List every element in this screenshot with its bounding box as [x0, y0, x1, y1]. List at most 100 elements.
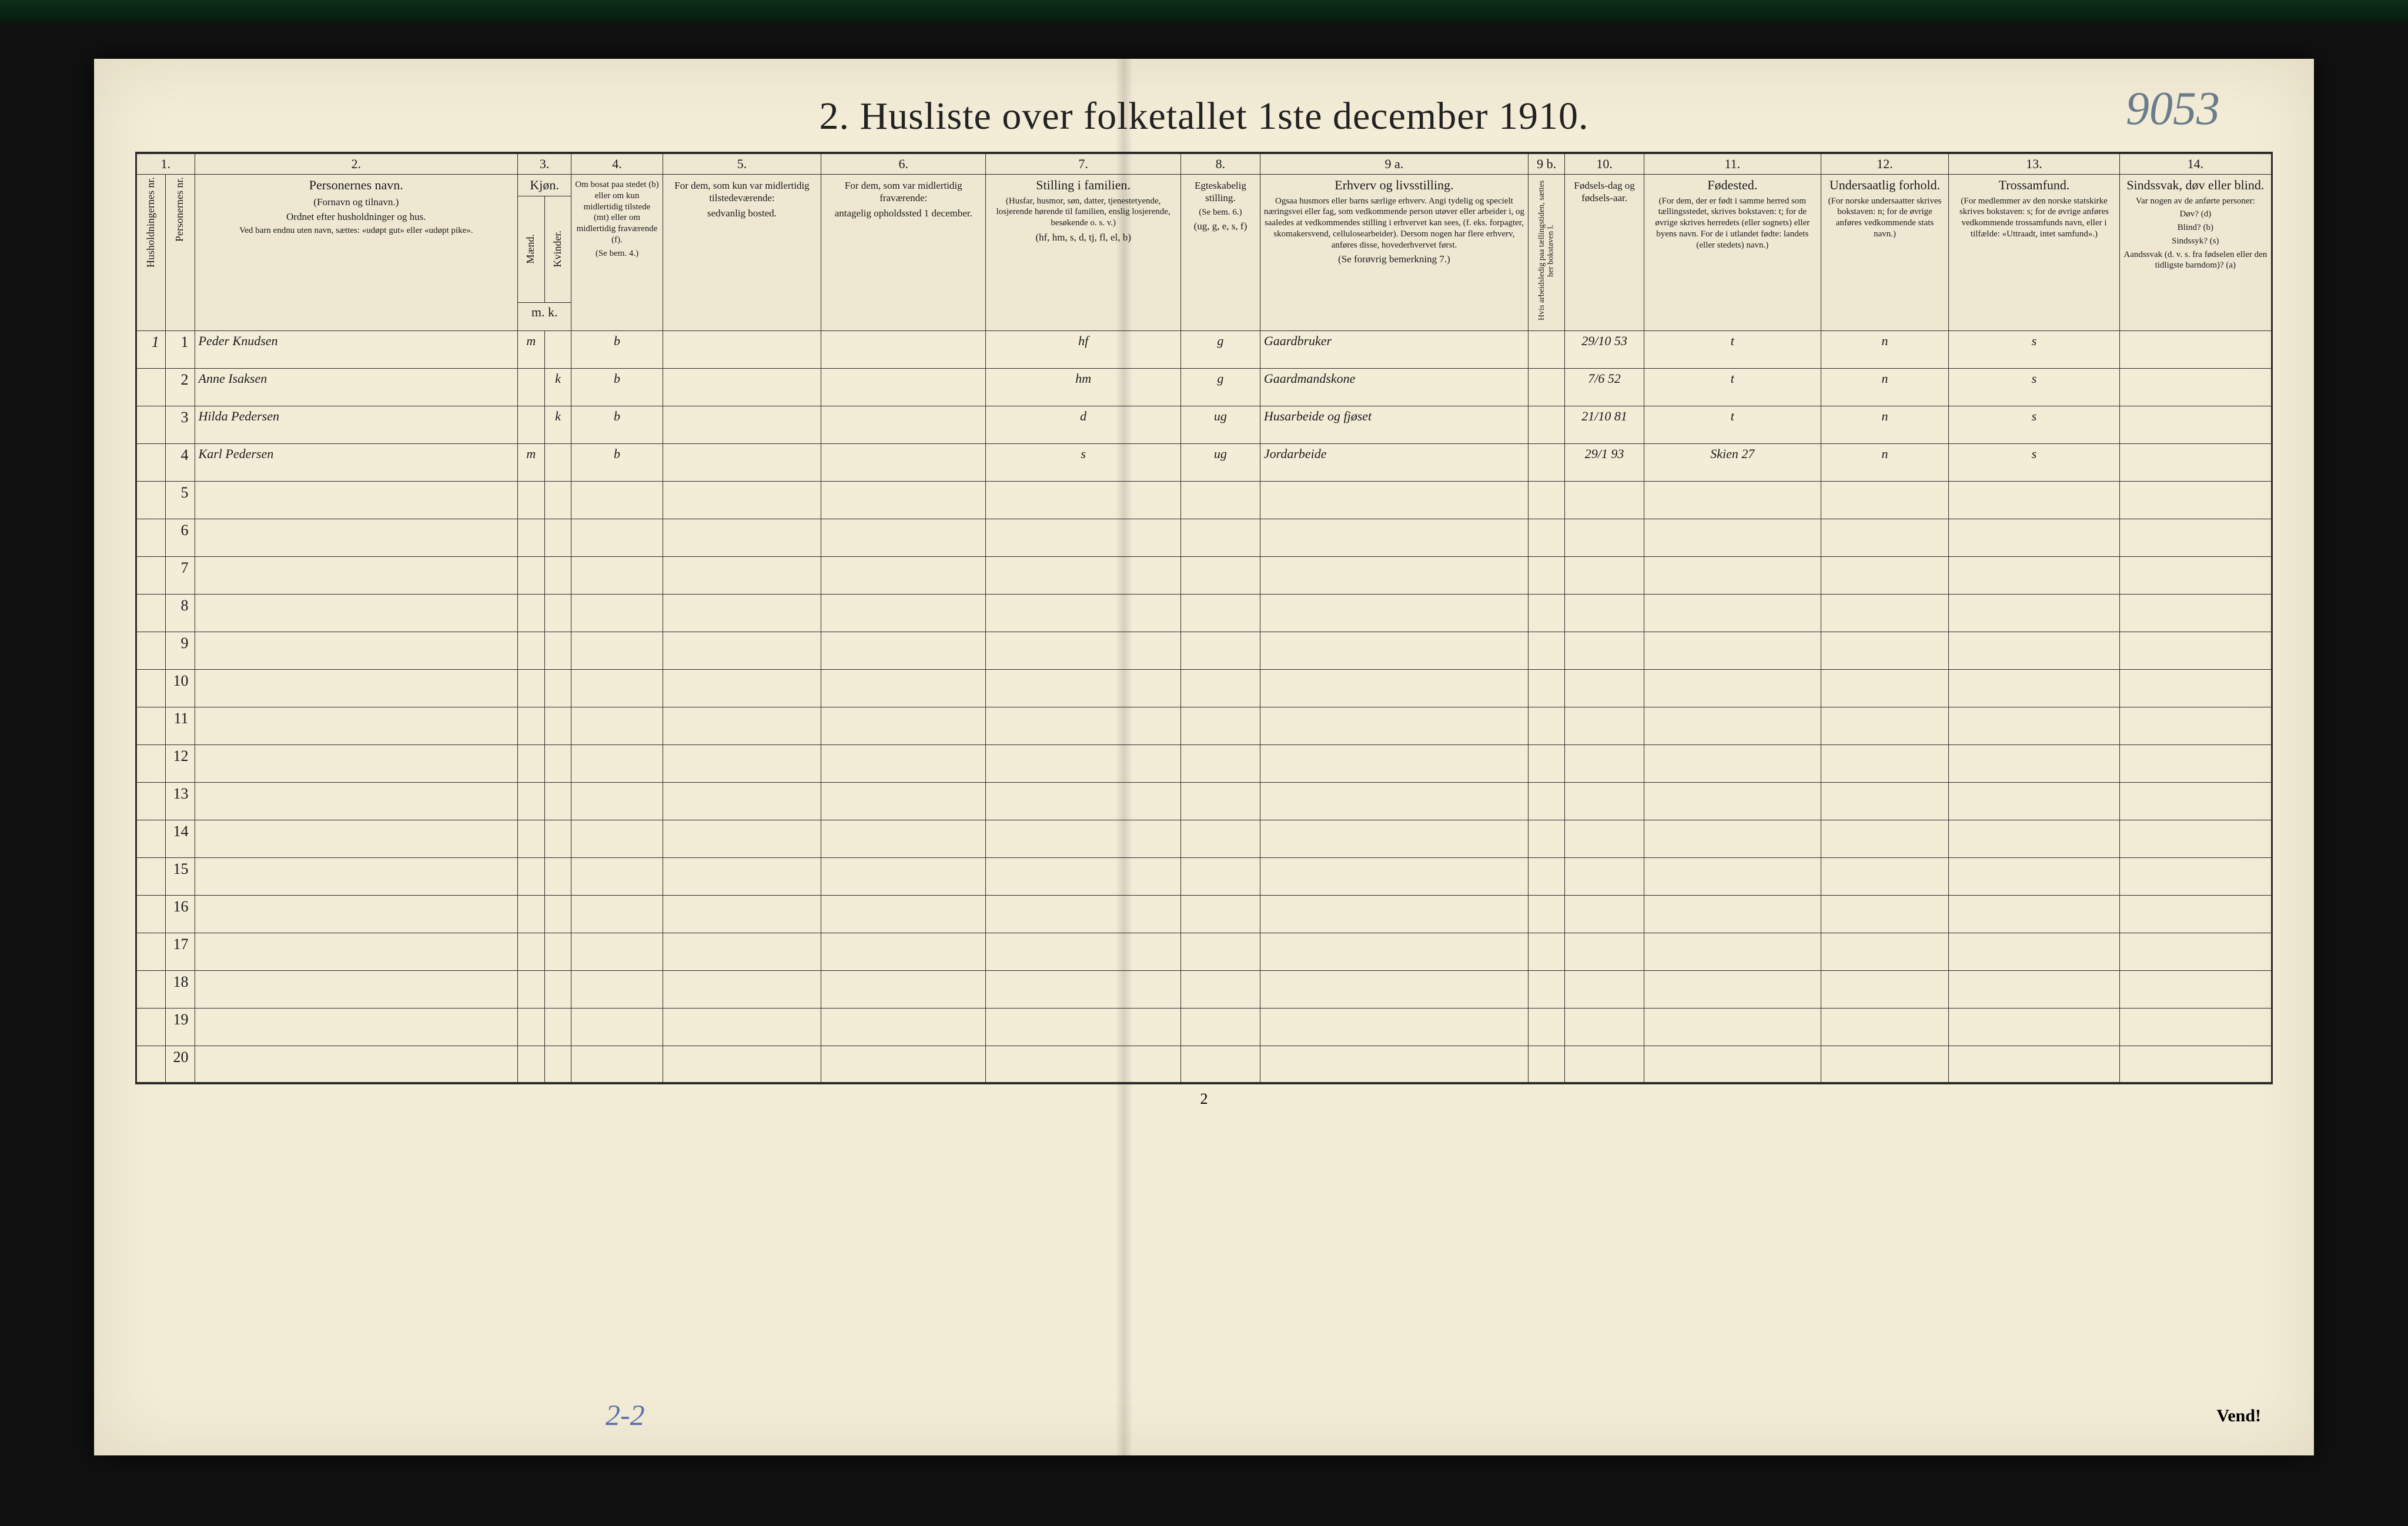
table-cell: [1949, 744, 2119, 782]
hdr-sex-k: Kvinder.: [552, 231, 564, 268]
table-cell: [1644, 632, 1821, 669]
table-row: 13: [136, 782, 2272, 820]
table-cell: [1821, 594, 1949, 632]
table-cell: [821, 519, 986, 556]
table-cell: [986, 933, 1181, 970]
table-cell: [1565, 895, 1644, 933]
table-cell: [195, 481, 518, 519]
table-cell: [518, 1008, 545, 1046]
table-cell: [986, 744, 1181, 782]
table-cell: [544, 820, 571, 857]
table-cell: [571, 857, 663, 895]
hdr-5-l1: sedvanlig bosted.: [667, 207, 818, 219]
hdr-11: Fødested. (For dem, der er født i samme …: [1644, 175, 1821, 331]
table-cell: [986, 669, 1181, 707]
table-cell: [986, 481, 1181, 519]
table-cell: [1181, 1008, 1260, 1046]
table-cell: [1181, 594, 1260, 632]
hdr-8-l1: (Se bem. 6.): [1185, 207, 1256, 218]
table-row: 9: [136, 632, 2272, 669]
hdr-7-l0: Stilling i familien.: [1036, 178, 1131, 192]
table-cell: [1949, 594, 2119, 632]
table-cell: 8: [165, 594, 195, 632]
table-cell: [1260, 744, 1528, 782]
table-cell: [518, 1046, 545, 1083]
table-row: 11: [136, 707, 2272, 744]
table-row: 20: [136, 1046, 2272, 1083]
table-cell: [1949, 933, 2119, 970]
table-cell: Karl Pedersen: [195, 443, 518, 481]
table-cell: [518, 744, 545, 782]
table-cell: s: [1949, 406, 2119, 443]
table-cell: [544, 895, 571, 933]
table-cell: [571, 782, 663, 820]
table-cell: [2119, 1008, 2272, 1046]
hdr-9a: Erhverv og livsstilling. Ogsaa husmors e…: [1260, 175, 1528, 331]
table-cell: [518, 556, 545, 594]
table-cell: [1529, 1008, 1565, 1046]
table-cell: [195, 782, 518, 820]
table-cell: [1529, 556, 1565, 594]
hdr-14-l0: Sindssvak, døv eller blind.: [2126, 178, 2264, 192]
table-row: 15: [136, 857, 2272, 895]
table-cell: [544, 707, 571, 744]
table-cell: [2119, 556, 2272, 594]
colnum-8: 8.: [1181, 153, 1260, 175]
table-cell: [1949, 970, 2119, 1008]
table-cell: [1821, 556, 1949, 594]
table-cell: [1529, 782, 1565, 820]
table-cell: [1565, 707, 1644, 744]
table-cell: [195, 1008, 518, 1046]
table-cell: [1529, 406, 1565, 443]
hdr-12-l1: (For norske undersaatter skrives bokstav…: [1825, 196, 1945, 240]
table-row: 19: [136, 1008, 2272, 1046]
table-cell: [663, 632, 821, 669]
table-cell: [821, 368, 986, 406]
table-cell: ug: [1181, 443, 1260, 481]
table-cell: ug: [1181, 406, 1260, 443]
table-cell: [821, 895, 986, 933]
table-cell: 1: [136, 330, 166, 368]
table-cell: [136, 857, 166, 895]
table-cell: [136, 406, 166, 443]
table-cell: [518, 820, 545, 857]
table-cell: [821, 1046, 986, 1083]
table-cell: [544, 594, 571, 632]
table-cell: [2119, 744, 2272, 782]
table-cell: [1181, 519, 1260, 556]
table-cell: [1949, 481, 2119, 519]
table-cell: [663, 933, 821, 970]
table-cell: [544, 443, 571, 481]
table-cell: [2119, 933, 2272, 970]
hdr-name-l2: Ordnet efter husholdninger og hus.: [199, 211, 514, 223]
table-cell: [1644, 669, 1821, 707]
table-row: 2Anne IsaksenkbhmgGaardmandskone7/6 52tn…: [136, 368, 2272, 406]
hdr-14-l3: Blind? (b): [2123, 222, 2267, 233]
table-cell: [821, 406, 986, 443]
hdr-13-l0: Trossamfund.: [1999, 178, 2070, 192]
table-cell: [986, 895, 1181, 933]
table-cell: [136, 895, 166, 933]
table-row: 10: [136, 669, 2272, 707]
hdr-name: Personernes navn. (Fornavn og tilnavn.) …: [195, 175, 518, 331]
table-cell: [663, 857, 821, 895]
table-cell: [663, 707, 821, 744]
table-row: 12: [136, 744, 2272, 782]
table-cell: [1529, 632, 1565, 669]
table-cell: [1260, 1046, 1528, 1083]
table-cell: [1644, 519, 1821, 556]
census-table: 1. 2. 3. 4. 5. 6. 7. 8. 9 a. 9 b. 10. 11…: [135, 152, 2273, 1084]
table-cell: t: [1644, 368, 1821, 406]
table-cell: 21/10 81: [1565, 406, 1644, 443]
footer-annotation: 2-2: [606, 1398, 645, 1432]
hdr-pn: Personernes nr.: [165, 175, 195, 331]
table-cell: [136, 443, 166, 481]
table-cell: Hilda Pedersen: [195, 406, 518, 443]
table-cell: t: [1644, 406, 1821, 443]
table-cell: [518, 707, 545, 744]
hdr-res: Om bosat paa stedet (b) eller om kun mid…: [571, 175, 663, 331]
table-cell: [544, 1046, 571, 1083]
table-cell: [1644, 933, 1821, 970]
table-cell: [1181, 820, 1260, 857]
table-cell: [1644, 970, 1821, 1008]
